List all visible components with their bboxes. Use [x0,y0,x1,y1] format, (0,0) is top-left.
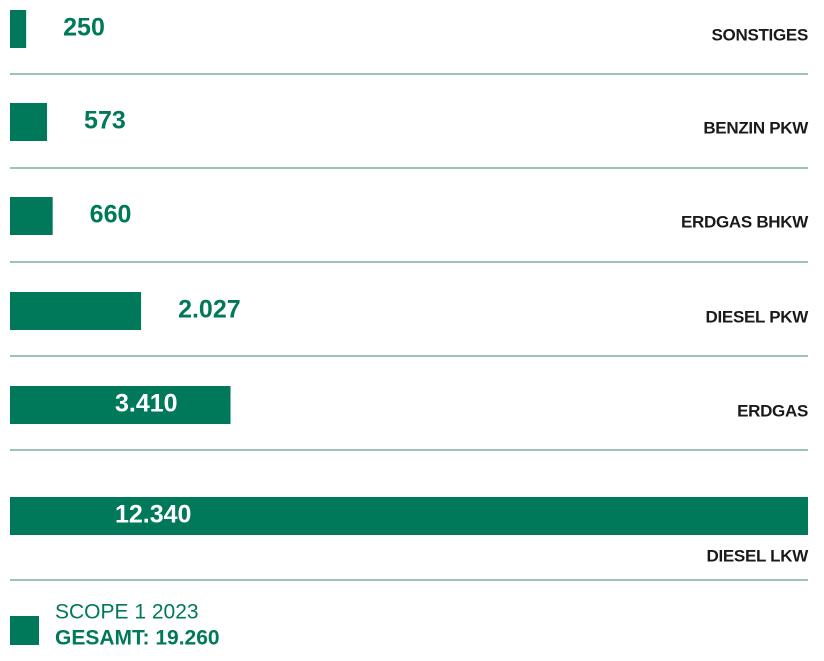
legend-swatch [10,616,39,645]
category-label: DIESEL LKW [706,546,809,565]
bar [10,10,27,48]
value-label: 250 [63,14,105,42]
value-label: 573 [84,107,126,135]
category-label: BENZIN PKW [703,118,809,137]
legend-label: SCOPE 1 2023 [55,601,199,624]
bar [10,103,48,141]
value-label: 660 [90,201,132,229]
value-label: 3.410 [115,390,178,418]
category-label: DIESEL PKW [706,307,810,326]
bar [10,197,53,235]
category-label: ERDGAS BHKW [681,212,809,231]
category-label: ERDGAS [737,401,808,420]
bar [10,497,808,535]
value-label: 12.340 [115,501,191,529]
bar [10,386,231,424]
legend-total: GESAMT: 19.260 [55,627,220,650]
category-label: SONSTIGES [712,25,809,44]
value-label: 2.027 [178,296,241,324]
bar [10,292,142,330]
